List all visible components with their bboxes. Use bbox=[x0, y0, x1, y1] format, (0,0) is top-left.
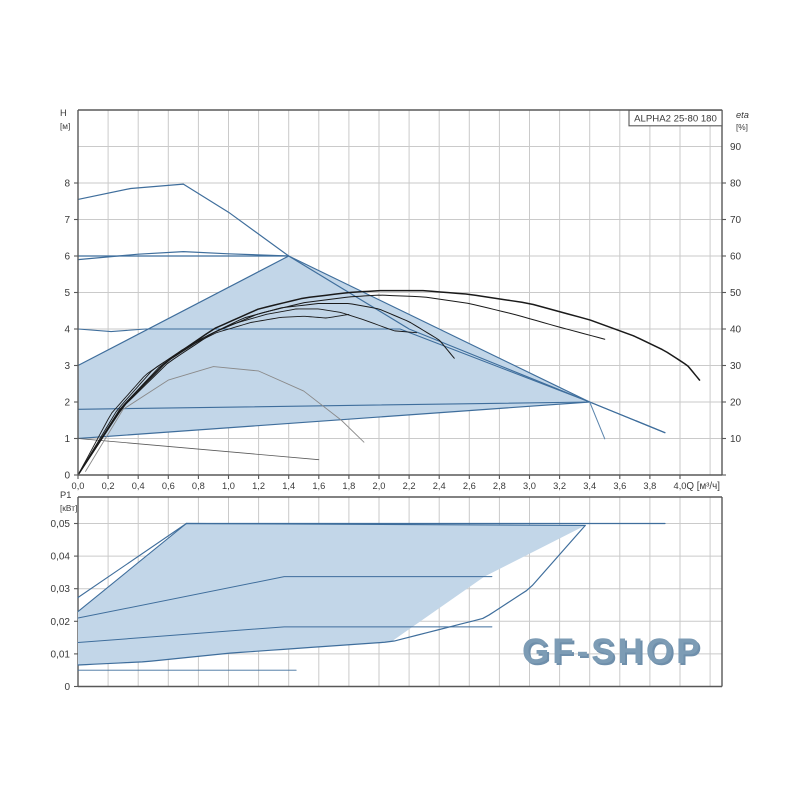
svg-text:Q [м³/ч]: Q [м³/ч] bbox=[686, 481, 720, 492]
svg-text:0,2: 0,2 bbox=[102, 481, 115, 491]
svg-text:1,2: 1,2 bbox=[252, 481, 265, 491]
svg-text:5: 5 bbox=[64, 288, 70, 299]
svg-text:90: 90 bbox=[730, 142, 742, 153]
svg-text:2,4: 2,4 bbox=[433, 481, 446, 491]
svg-text:40: 40 bbox=[730, 325, 742, 336]
svg-text:3,0: 3,0 bbox=[523, 481, 536, 491]
svg-text:[кВт]: [кВт] bbox=[60, 503, 77, 513]
svg-text:1,6: 1,6 bbox=[312, 481, 325, 491]
svg-text:GF-SHOP: GF-SHOP bbox=[522, 632, 702, 671]
svg-text:80: 80 bbox=[730, 179, 742, 190]
svg-text:2: 2 bbox=[64, 398, 70, 409]
svg-text:3,2: 3,2 bbox=[553, 481, 566, 491]
svg-text:[%]: [%] bbox=[736, 122, 748, 132]
svg-text:30: 30 bbox=[730, 361, 742, 372]
svg-text:3,6: 3,6 bbox=[613, 481, 626, 491]
svg-text:20: 20 bbox=[730, 398, 742, 409]
svg-text:7: 7 bbox=[64, 215, 70, 226]
svg-text:6: 6 bbox=[64, 252, 70, 263]
svg-text:eta: eta bbox=[736, 110, 749, 120]
svg-text:0,6: 0,6 bbox=[162, 481, 175, 491]
svg-text:1,4: 1,4 bbox=[282, 481, 295, 491]
svg-text:2,0: 2,0 bbox=[373, 481, 386, 491]
svg-text:3: 3 bbox=[64, 361, 70, 372]
svg-text:0: 0 bbox=[64, 471, 70, 482]
svg-text:70: 70 bbox=[730, 215, 742, 226]
svg-text:50: 50 bbox=[730, 288, 742, 299]
svg-text:H: H bbox=[60, 108, 67, 118]
svg-text:[м]: [м] bbox=[60, 121, 70, 131]
svg-text:4,0: 4,0 bbox=[674, 481, 687, 491]
svg-text:0,8: 0,8 bbox=[192, 481, 205, 491]
svg-text:0,01: 0,01 bbox=[51, 649, 71, 660]
svg-text:0,02: 0,02 bbox=[51, 617, 71, 628]
svg-text:0,05: 0,05 bbox=[51, 519, 71, 530]
svg-text:0: 0 bbox=[64, 682, 70, 693]
svg-text:10: 10 bbox=[730, 434, 742, 445]
svg-text:0,4: 0,4 bbox=[132, 481, 145, 491]
svg-text:ALPHA2 25-80 180: ALPHA2 25-80 180 bbox=[634, 114, 717, 125]
svg-text:0,03: 0,03 bbox=[51, 584, 71, 595]
svg-text:2,2: 2,2 bbox=[403, 481, 416, 491]
svg-text:2,8: 2,8 bbox=[493, 481, 506, 491]
svg-text:4: 4 bbox=[64, 325, 70, 336]
svg-text:8: 8 bbox=[64, 179, 70, 190]
svg-text:1: 1 bbox=[64, 434, 70, 445]
svg-text:60: 60 bbox=[730, 252, 742, 263]
svg-text:1,0: 1,0 bbox=[222, 481, 235, 491]
svg-text:P1: P1 bbox=[60, 490, 71, 500]
svg-text:3,8: 3,8 bbox=[643, 481, 656, 491]
svg-text:3,4: 3,4 bbox=[583, 481, 596, 491]
svg-text:2,6: 2,6 bbox=[463, 481, 476, 491]
svg-text:1,8: 1,8 bbox=[342, 481, 355, 491]
svg-text:0,04: 0,04 bbox=[51, 552, 71, 563]
svg-text:0,0: 0,0 bbox=[72, 481, 85, 491]
